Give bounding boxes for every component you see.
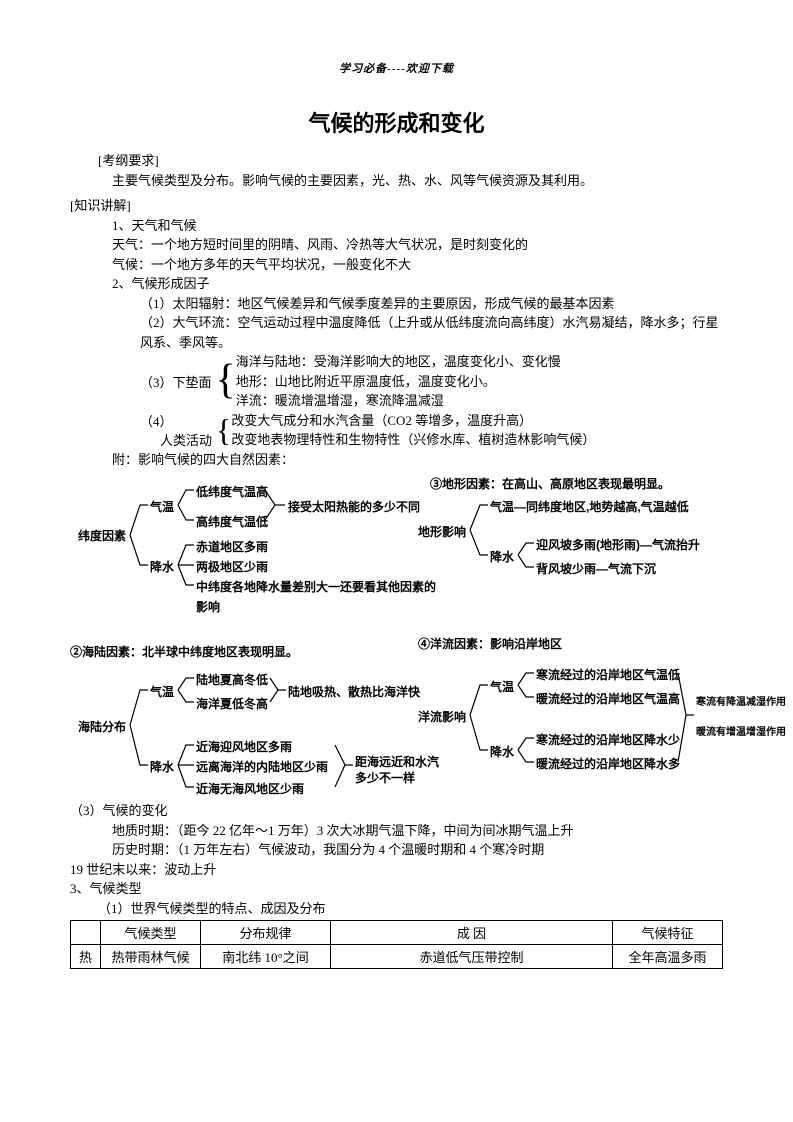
p1-title: 1、天气和气候: [70, 216, 723, 236]
q2-a2: 海洋夏低冬高: [196, 695, 268, 712]
attach-label: 附：影响气候的四大自然因素：: [70, 450, 723, 470]
s4-title: 3、气候类型: [70, 879, 723, 899]
q3-b: 降水: [490, 548, 514, 565]
q1-b2: 两极地区少雨: [196, 558, 268, 575]
table-row: 气候类型 分布规律 成 因 气候特征: [71, 921, 723, 945]
td-dist: 南北纬 10°之间: [201, 945, 331, 969]
b3-a: 海洋与陆地：受海洋影响大的地区，温度变化小、变化慢: [236, 352, 561, 372]
b4-b: 改变地表物理特性和生物特性（兴修水库、植树造林影响气候）: [231, 430, 595, 450]
th-blank: [71, 921, 101, 945]
th-type: 气候类型: [101, 921, 201, 945]
b4-a: 改变大气成分和水汽含量（CO2 等增多，温度升高）: [231, 411, 595, 431]
q2-b1: 近海迎风地区多雨: [196, 738, 292, 755]
th-cause: 成 因: [331, 921, 613, 945]
p2-line1: （1）太阳辐射：地区气候差异和气候季度差异的主要原因，形成气候的最基本因素: [70, 294, 723, 314]
q1-a1: 低纬度气温高: [196, 483, 268, 500]
bracket-human-activity: （4） 人类活动 { 改变大气成分和水汽含量（CO2 等增多，温度升高） 改变地…: [140, 411, 723, 450]
b3-b: 地形：山地比附近平原温度低，温度变化小。: [236, 372, 561, 392]
knowledge-label: [知识讲解]: [70, 195, 723, 214]
four-factors-diagram: 纬度因素 气温 低纬度气温高 高纬度气温低 接受太阳热能的多少不同 降水 赤道地…: [70, 475, 723, 855]
b3-label: （3）下垫面: [140, 352, 216, 411]
p3-l3: 19 世纪末以来：波动上升: [70, 860, 723, 880]
q4-right2: 暖流有增温增湿作用: [696, 723, 786, 738]
q3-title: ③地形因素：在高山、高原地区表现最明显。: [430, 475, 670, 492]
page-title: 气候的形成和变化: [70, 106, 723, 138]
q4-b2: 暖流经过的沿岸地区降水多: [536, 755, 680, 772]
q1-a: 气温: [150, 498, 174, 515]
td-cause: 赤道低气压带控制: [331, 945, 613, 969]
q4-root: 洋流影响: [418, 708, 466, 725]
p1-line2: 气候：一个地方多年的天气平均状况，一般变化不大: [70, 255, 723, 275]
b4-sublabel: 人类活动: [140, 430, 212, 449]
q4-title: ④洋流因素：影响沿岸地区: [418, 635, 562, 652]
q2-title: ②海陆因素：北半球中纬度地区表现明显。: [70, 643, 298, 660]
header-note: 学习必备----欢迎下载: [70, 60, 723, 76]
exam-req-label: [考纲要求]: [70, 150, 723, 169]
q4-b1: 寒流经过的沿岸地区降水少: [536, 731, 680, 748]
p1-line1: 天气：一个地方短时间里的阴晴、风雨、冷热等大气状况，是时刻变化的: [70, 235, 723, 255]
b4-label: （4）: [140, 411, 173, 430]
q1-root: 纬度因素: [78, 527, 126, 544]
b3-c: 洋流：暖流增温增湿，寒流降温减湿: [236, 391, 561, 411]
q4-b: 降水: [490, 743, 514, 760]
q2-a: 气温: [150, 683, 174, 700]
q2-a1: 陆地夏高冬低: [196, 671, 268, 688]
td-feature: 全年高温多雨: [613, 945, 723, 969]
diagram-lines: [70, 475, 730, 855]
brace-icon: {: [216, 352, 236, 411]
th-feature: 气候特征: [613, 921, 723, 945]
q2-root: 海陆分布: [78, 718, 126, 735]
q4-right1: 寒流有降温减湿作用: [696, 693, 786, 708]
q4-a: 气温: [490, 678, 514, 695]
q3-root: 地形影响: [418, 523, 466, 540]
th-dist: 分布规律: [201, 921, 331, 945]
p2-line2: （2）大气环流：空气运动过程中温度降低（上升或从低纬度流向高纬度）水汽易凝结，降…: [70, 313, 723, 352]
table-row: 热 热带雨林气候 南北纬 10°之间 赤道低气压带控制 全年高温多雨: [71, 945, 723, 969]
q2-b-right1: 距海远近和水汽: [355, 753, 439, 770]
td-cat: 热: [71, 945, 101, 969]
q3-a: 气温—同纬度地区,地势越高,气温越低: [490, 498, 689, 515]
p2-title: 2、气候形成因子: [70, 274, 723, 294]
s4-sub: （1）世界气候类型的特点、成因及分布: [70, 899, 723, 919]
brace-icon: {: [216, 411, 231, 450]
q1-b1: 赤道地区多雨: [196, 538, 268, 555]
q3-b2: 背风坡少雨—气流下沉: [536, 560, 656, 577]
bracket-underlying-surface: （3）下垫面 { 海洋与陆地：受海洋影响大的地区，温度变化小、变化慢 地形：山地…: [140, 352, 723, 411]
q3-b1: 迎风坡多雨(地形雨)—气流抬升: [536, 536, 700, 553]
q1-b4: 影响: [196, 598, 220, 615]
q4-a1: 寒流经过的沿岸地区气温低: [536, 666, 680, 683]
q1-a2: 高纬度气温低: [196, 513, 268, 530]
climate-table: 气候类型 分布规律 成 因 气候特征 热 热带雨林气候 南北纬 10°之间 赤道…: [70, 920, 723, 969]
q2-b2: 远离海洋的内陆地区少雨: [196, 758, 328, 775]
q2-b: 降水: [150, 758, 174, 775]
exam-req-text: 主要气候类型及分布。影响气候的主要因素，光、热、水、风等气候资源及其利用。: [70, 171, 723, 191]
q4-a2: 暖流经过的沿岸地区气温高: [536, 690, 680, 707]
q1-b: 降水: [150, 558, 174, 575]
q2-b-right2: 多少不一样: [355, 769, 415, 786]
td-type: 热带雨林气候: [101, 945, 201, 969]
q1-b3: 中纬度各地降水量差别大一还要看其他因素的: [196, 578, 436, 595]
q2-a-right: 陆地吸热、散热比海洋快: [288, 683, 420, 700]
q2-b3: 近海无海风地区少雨: [196, 780, 304, 797]
q1-a-right: 接受太阳热能的多少不同: [288, 498, 420, 515]
